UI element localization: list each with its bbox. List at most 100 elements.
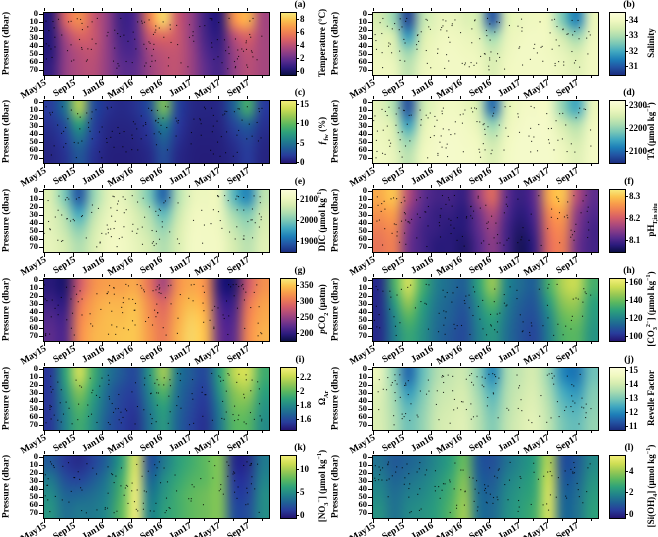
y-tick-label: 40 <box>29 306 39 317</box>
y-tick-mark <box>368 335 372 337</box>
x-tick-mark <box>189 253 191 257</box>
y-tick-mark <box>39 37 43 39</box>
y-tick-label: 30 <box>29 32 39 43</box>
colorbar-tick-label: 4 <box>300 39 305 50</box>
x-tick-label: May15 <box>19 521 49 537</box>
colorbar-tick-label: 10 <box>300 118 309 129</box>
y-tick-mark <box>368 287 372 289</box>
colorbar-tick-label: 15 <box>300 98 309 109</box>
x-tick-mark <box>518 253 520 257</box>
x-minor-tick-mark <box>87 342 89 344</box>
y-tick-mark <box>368 29 372 31</box>
x-tick-mark <box>576 164 578 168</box>
colorbar-tick-label: 2200 <box>629 122 647 133</box>
y-tick-label: 70 <box>29 241 39 252</box>
y-tick-label: 60 <box>29 322 39 333</box>
x-minor-tick-mark <box>87 76 89 78</box>
y-tick-mark <box>39 368 43 370</box>
y-tick-mark <box>39 392 43 394</box>
y-tick-label: 0 <box>362 363 367 374</box>
y-tick-mark <box>368 376 372 378</box>
x-minor-tick-mark <box>232 76 234 78</box>
x-tick-mark <box>160 164 162 168</box>
colorbar-tick-mark <box>296 468 299 470</box>
x-top-tick-mark <box>489 96 491 99</box>
contour-canvas-a <box>44 13 269 75</box>
x-minor-tick-mark <box>503 253 505 255</box>
y-tick-label: 30 <box>29 209 39 220</box>
y-tick-label: 50 <box>358 136 368 147</box>
colorbar-tick-label: 15 <box>629 364 638 375</box>
panel-g: (g) Pressure (dbar) 0 10 20 30 40 50 60 70 May15 Se… <box>0 266 330 367</box>
panel-letter-h: (h) <box>623 266 635 276</box>
y-tick-mark <box>39 335 43 337</box>
x-top-tick-mark <box>373 185 374 188</box>
y-tick-label: 0 <box>33 274 38 285</box>
x-tick-mark <box>373 76 374 80</box>
y-tick-label: 60 <box>29 411 39 422</box>
colorbar-tick-label: 1.6 <box>300 413 312 424</box>
colorbar-tick-mark <box>296 514 299 516</box>
y-tick-label: 60 <box>358 144 368 155</box>
y-tick-mark <box>39 45 43 47</box>
x-minor-tick-mark <box>445 76 447 78</box>
x-tick-mark <box>431 342 433 346</box>
panel-c: (c) Pressure (dbar) 0 10 20 30 40 50 60 70 May15 Se… <box>0 88 330 189</box>
y-tick-mark <box>368 246 372 248</box>
colorbar-tick-label: 250 <box>300 312 314 323</box>
x-tick-mark <box>402 164 404 168</box>
y-tick-mark <box>368 464 372 466</box>
x-top-tick-mark <box>102 185 104 188</box>
x-minor-tick-mark <box>416 342 418 344</box>
x-tick-label: May16 <box>106 521 136 537</box>
x-top-tick-mark <box>547 185 549 188</box>
y-tick-label: 50 <box>358 48 368 59</box>
x-top-tick-mark <box>247 96 249 99</box>
x-minor-tick-mark <box>145 342 147 344</box>
colorbar-tick-mark <box>296 199 299 201</box>
y-tick-mark <box>39 408 43 410</box>
y-tick-mark <box>368 400 372 402</box>
y-tick-label: 20 <box>358 379 368 390</box>
y-tick-label: 60 <box>358 411 368 422</box>
y-tick-mark <box>368 496 372 498</box>
x-minor-tick-mark <box>474 76 476 78</box>
x-top-tick-mark <box>189 96 191 99</box>
colorbar-tick-mark <box>625 104 628 106</box>
x-top-tick-mark <box>576 451 578 454</box>
x-minor-tick-mark <box>590 431 592 433</box>
x-top-tick-mark <box>102 363 104 366</box>
x-minor-tick-mark <box>203 342 205 344</box>
x-top-tick-mark <box>102 274 104 277</box>
y-tick-mark <box>368 279 372 281</box>
x-tick-mark <box>102 431 104 435</box>
y-tick-label: 30 <box>29 387 39 398</box>
y-tick-label: 40 <box>29 217 39 228</box>
panel-a: (a) Pressure (dbar) 0 10 20 30 40 50 60 70 May15 Se… <box>0 0 329 101</box>
colorbar-j <box>609 367 626 431</box>
x-top-tick-mark <box>460 363 462 366</box>
x-minor-tick-mark <box>145 164 147 166</box>
colorbar-tick-label: 2 <box>300 386 305 397</box>
x-top-tick-mark <box>373 274 374 277</box>
x-tick-mark <box>373 431 374 435</box>
x-minor-tick-mark <box>503 342 505 344</box>
y-tick-mark <box>39 109 43 111</box>
x-tick-mark <box>73 342 75 346</box>
x-tick-label: May17 <box>522 521 552 537</box>
y-tick-label: 70 <box>358 419 368 430</box>
x-minor-tick-mark <box>387 431 389 433</box>
x-top-tick-mark <box>460 274 462 277</box>
y-tick-label: 60 <box>29 499 39 510</box>
y-tick-mark <box>39 480 43 482</box>
colorbar-tick-label: 10 <box>300 463 309 474</box>
y-tick-label: 30 <box>358 298 368 309</box>
x-tick-mark <box>131 76 133 80</box>
y-tick-mark <box>39 279 43 281</box>
y-tick-label: 20 <box>29 24 39 35</box>
x-tick-mark <box>73 76 75 80</box>
y-tick-mark <box>368 222 372 224</box>
x-minor-tick-mark <box>561 76 563 78</box>
y-tick-label: 50 <box>29 491 39 502</box>
y-tick-mark <box>368 295 372 297</box>
